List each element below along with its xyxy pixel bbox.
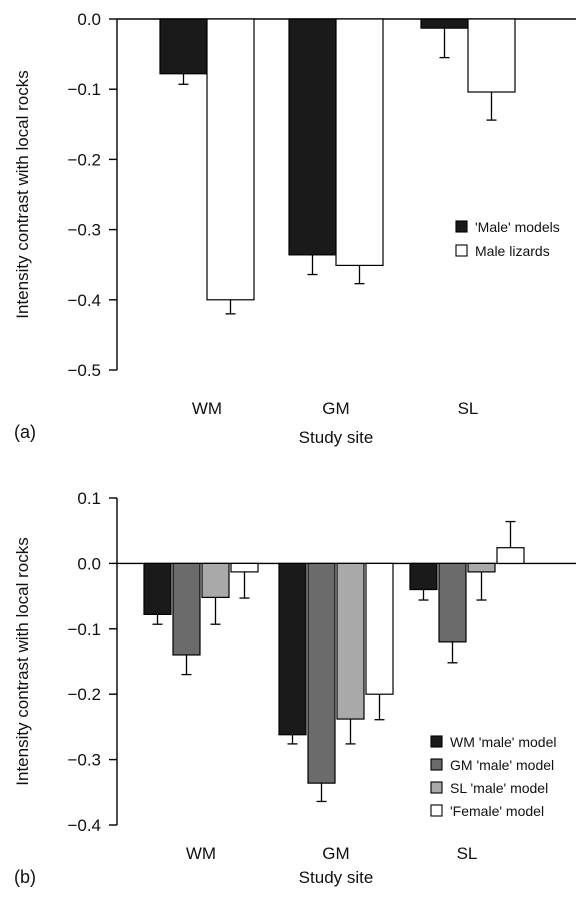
- panel-a-category-label: WM: [192, 399, 222, 418]
- panel-b-category-label: SL: [457, 844, 478, 863]
- panel-b-panel-label: (b): [14, 867, 36, 887]
- panel-a-bar: [288, 18, 337, 256]
- panel-b-legend-swatch: [430, 735, 443, 748]
- panel-a-bar: [206, 18, 255, 301]
- panel-b-bar: [172, 562, 201, 656]
- panel-b-legend-swatch: [430, 804, 443, 817]
- panel-b-legend-label: 'Female' model: [450, 803, 544, 819]
- panel-a-bar: [467, 18, 516, 93]
- panel-b-legend-swatch: [430, 758, 443, 771]
- panel-b-bar: [409, 562, 438, 591]
- panel-b-y-tick-label: −0.3: [67, 751, 101, 770]
- panel-a-legend-label: Male lizards: [475, 243, 550, 259]
- panel-b-bar: [143, 562, 172, 616]
- panel-b-x-axis-title: Study site: [299, 868, 374, 887]
- panel-b-bar: [467, 562, 496, 573]
- panel-a-panel-label: (a): [14, 422, 36, 442]
- panel-b-y-tick-label: 0.0: [77, 554, 101, 573]
- panel-a-bar: [335, 18, 384, 267]
- panel-a-y-tick-label: −0.4: [67, 291, 101, 310]
- panel-b-bar: [230, 562, 259, 573]
- panel-b-y-tick-label: 0.1: [77, 489, 101, 508]
- panel-b-legend-label: WM 'male' model: [450, 734, 556, 750]
- panel-b-bar: [336, 562, 365, 720]
- panel-b-legend-swatch: [430, 781, 443, 794]
- panel-b-y-axis-title: Intensity contrast with local rocks: [13, 537, 32, 785]
- panel-a-y-tick-label: −0.1: [67, 80, 101, 99]
- panel-b-bar: [496, 547, 525, 564]
- panel-a-legend-swatch: [455, 220, 468, 233]
- panel-b-category-label: GM: [322, 844, 349, 863]
- panel-b-y-tick-label: −0.1: [67, 620, 101, 639]
- panel-b-bar: [201, 562, 230, 599]
- panel-b-y-tick-label: −0.2: [67, 685, 101, 704]
- panel-b-bar: [307, 562, 336, 784]
- panel-b-bar: [365, 562, 394, 695]
- panel-b-legend-label: SL 'male' model: [450, 780, 548, 796]
- panel-b-category-label: WM: [186, 844, 216, 863]
- panel-a-category-label: GM: [322, 399, 349, 418]
- panel-b-legend-label: GM 'male' model: [450, 757, 554, 773]
- panel-a-y-tick-label: −0.5: [67, 361, 101, 380]
- panel-b-y-tick-label: −0.4: [67, 816, 101, 835]
- panel-a-bar: [159, 18, 208, 75]
- panel-a-y-tick-label: −0.2: [67, 150, 101, 169]
- panel-a-category-label: SL: [458, 399, 479, 418]
- panel-a-legend-label: 'Male' models: [475, 219, 560, 235]
- panel-b-bar: [438, 562, 467, 643]
- panel-a-legend-swatch: [455, 244, 468, 257]
- panel-a-bar: [420, 18, 469, 29]
- panel-a-y-axis-title: Intensity contrast with local rocks: [13, 70, 32, 318]
- panel-a-x-axis-title: Study site: [299, 428, 374, 447]
- panel-b-bar: [278, 562, 307, 736]
- panel-a-y-tick-label: −0.3: [67, 221, 101, 240]
- panel-a-y-tick-label: 0.0: [77, 10, 101, 29]
